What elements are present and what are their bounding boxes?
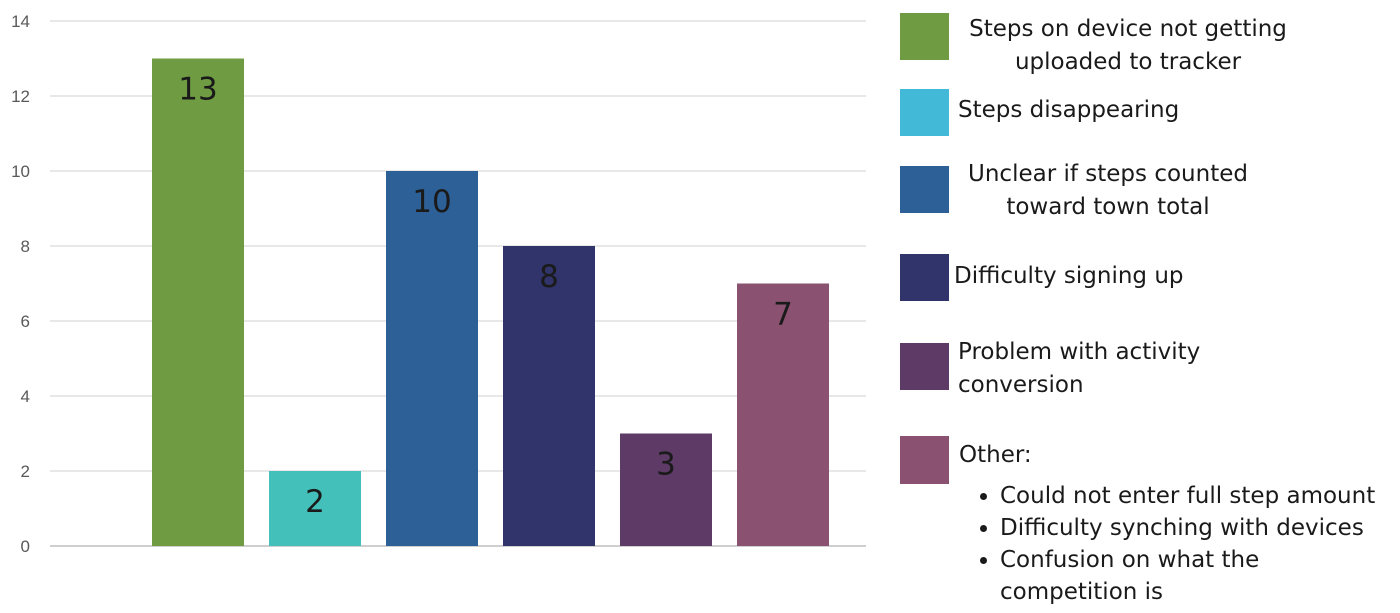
bar [269, 471, 361, 546]
bar [152, 58, 244, 546]
legend-swatch [900, 254, 949, 301]
legend-label-line1: Steps disappearing [958, 97, 1180, 123]
y-tick-label: 10 [11, 162, 30, 181]
other-reasons-list: Could not enter full step amount Difficu… [968, 480, 1375, 608]
y-tick-label: 12 [11, 87, 30, 106]
legend-label-line1: Difficulty signing up [954, 263, 1184, 289]
list-item: competition is [1000, 579, 1164, 605]
list-item: Could not enter full step amount [968, 480, 1375, 512]
legend-label-line2: toward town total [1006, 194, 1210, 220]
bar-chart: 0 2 4 6 8 10 12 14 13 2 10 8 3 7 [11, 12, 866, 556]
legend-label-line1: Unclear if steps counted [968, 161, 1248, 187]
y-tick-label: 4 [21, 387, 30, 406]
y-axis-tick-labels: 0 2 4 6 8 10 12 14 [11, 12, 30, 556]
legend-swatch [900, 13, 949, 60]
y-tick-label: 2 [21, 462, 30, 481]
data-label: 7 [773, 297, 793, 333]
bar [737, 283, 829, 546]
data-label: 8 [539, 259, 559, 295]
y-tick-label: 14 [11, 12, 30, 31]
y-tick-label: 0 [21, 537, 30, 556]
list-item: Confusion on what the [968, 544, 1375, 576]
legend-label-line1: Other: [959, 442, 1032, 468]
bar [386, 171, 478, 546]
y-tick-label: 8 [21, 237, 30, 256]
legend-swatch [900, 166, 949, 213]
y-tick-label: 6 [21, 312, 30, 331]
legend-label-line2: uploaded to tracker [1014, 49, 1242, 75]
legend-label-line1: Steps on device not getting [969, 16, 1287, 42]
legend-label-line2: conversion [958, 372, 1084, 398]
bars [152, 58, 829, 546]
legend-swatch [900, 436, 949, 484]
legend-swatch [900, 89, 949, 136]
data-labels: 13 2 10 8 3 7 [178, 72, 793, 521]
data-label: 13 [178, 72, 217, 108]
data-label: 2 [305, 484, 325, 520]
legend-swatch [900, 343, 949, 390]
bar [503, 246, 595, 546]
data-label: 10 [412, 184, 451, 220]
list-item: Difficulty synching with devices [968, 512, 1375, 544]
bar [620, 433, 712, 546]
legend-label-line1: Problem with activity [958, 339, 1201, 365]
data-label: 3 [656, 447, 676, 483]
